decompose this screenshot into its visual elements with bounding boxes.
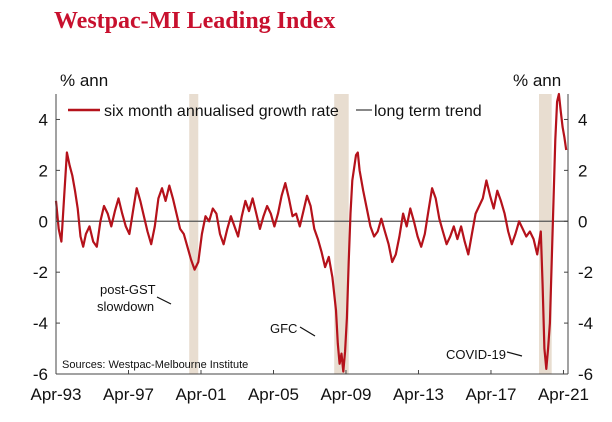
- y-tick-label-right: 0: [578, 212, 587, 231]
- y-axis-label-left: % ann: [60, 71, 108, 90]
- annotation-gfc: GFC: [270, 321, 297, 336]
- y-tick-label-left: -6: [33, 365, 48, 384]
- x-tick-label: Apr-17: [465, 385, 516, 404]
- growth-rate-line: [54, 92, 568, 373]
- annotation-pointer-post-gst: [156, 296, 172, 305]
- y-tick-label-left: -2: [33, 263, 48, 282]
- y-tick-label-right: 4: [578, 110, 587, 129]
- annotation-slowdown: slowdown: [97, 299, 154, 314]
- y-tick-label-left: 4: [39, 110, 48, 129]
- annotation-pointer-covid: [506, 351, 523, 357]
- y-tick-label-right: -4: [578, 314, 593, 333]
- y-tick-label-right: 2: [578, 161, 587, 180]
- x-tick-label: Apr-97: [103, 385, 154, 404]
- x-tick-label: Apr-93: [30, 385, 81, 404]
- y-tick-label-left: 2: [39, 161, 48, 180]
- series-layer: [54, 92, 568, 373]
- chart-title: Westpac-MI Leading Index: [54, 8, 336, 34]
- annotation-pointer-gfc: [299, 326, 316, 337]
- axes: [55, 94, 569, 375]
- annotation-covid: COVID-19: [446, 347, 506, 362]
- annotation-post-gst: post-GST: [100, 282, 156, 297]
- y-tick-label-right: -2: [578, 263, 593, 282]
- y-tick-label-left: 0: [39, 212, 48, 231]
- y-axis-label-right: % ann: [513, 71, 561, 90]
- x-tick-label: Apr-21: [538, 385, 589, 404]
- x-tick-label: Apr-09: [320, 385, 371, 404]
- legend-label-trend: long term trend: [374, 103, 482, 120]
- x-tick-label: Apr-13: [393, 385, 444, 404]
- y-tick-label-left: -4: [33, 314, 48, 333]
- shaded-band-0: [189, 94, 199, 374]
- annotations: post-GST slowdown GFC COVID-19 Sources: West…: [62, 282, 523, 371]
- x-tick-label: Apr-05: [248, 385, 299, 404]
- source-note: Sources: Westpac-Melbourne Institute: [62, 359, 248, 371]
- legend: six month annualised growth rate long ter…: [68, 103, 482, 120]
- recession-bands: [189, 94, 552, 374]
- x-tick-label: Apr-01: [175, 385, 226, 404]
- y-tick-label-right: -6: [578, 365, 593, 384]
- legend-label-growth: six month annualised growth rate: [104, 103, 339, 120]
- shaded-band-1: [334, 94, 349, 374]
